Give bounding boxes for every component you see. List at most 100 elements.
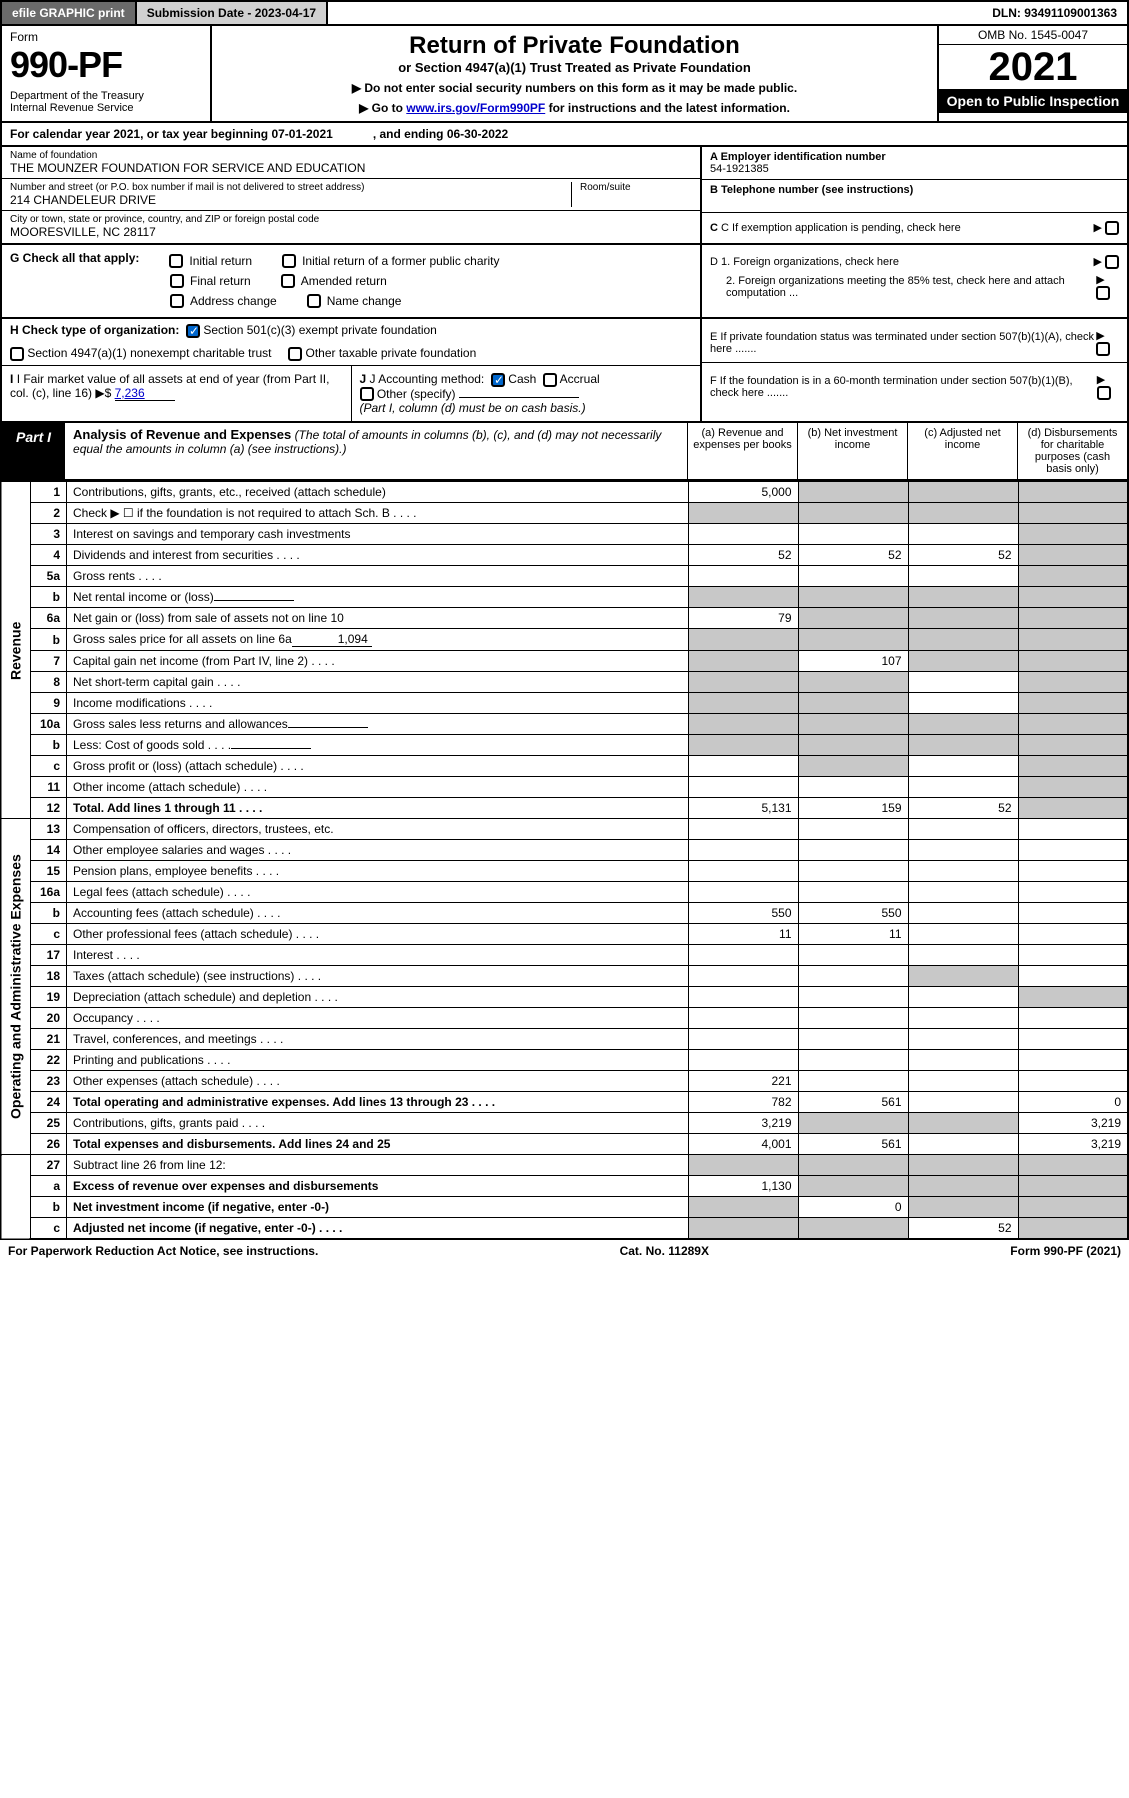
col-b-header: (b) Net investment income bbox=[797, 423, 907, 479]
col-d-value bbox=[1018, 924, 1128, 945]
line-desc: Pension plans, employee benefits bbox=[67, 861, 689, 882]
line-desc: Capital gain net income (from Part IV, l… bbox=[67, 651, 689, 672]
dept-treasury: Department of the Treasury Internal Reve… bbox=[10, 90, 202, 114]
h-4947-checkbox[interactable] bbox=[10, 347, 24, 361]
col-b-value bbox=[798, 945, 908, 966]
f-checkbox[interactable] bbox=[1097, 386, 1111, 400]
initial-return-checkbox[interactable] bbox=[169, 254, 183, 268]
d2-checkbox[interactable] bbox=[1096, 286, 1110, 300]
line-number: 1 bbox=[31, 482, 67, 503]
col-d-value bbox=[1018, 608, 1128, 629]
instructions-link-row: ▶ Go to www.irs.gov/Form990PF for instru… bbox=[218, 101, 931, 115]
part1-title: Analysis of Revenue and Expenses bbox=[73, 427, 291, 442]
table-row: 10aGross sales less returns and allowanc… bbox=[1, 714, 1128, 735]
line-number: 23 bbox=[31, 1071, 67, 1092]
line-number: 19 bbox=[31, 987, 67, 1008]
col-c-value bbox=[908, 1029, 1018, 1050]
col-a-value: 3,219 bbox=[688, 1113, 798, 1134]
j-note: (Part I, column (d) must be on cash basi… bbox=[360, 401, 586, 415]
line-desc: Excess of revenue over expenses and disb… bbox=[67, 1176, 689, 1197]
line-desc: Interest on savings and temporary cash i… bbox=[67, 524, 689, 545]
col-c-value bbox=[908, 693, 1018, 714]
part1-table: Revenue1Contributions, gifts, grants, et… bbox=[0, 481, 1129, 1240]
col-a-value: 5,131 bbox=[688, 798, 798, 819]
entity-left: Name of foundation THE MOUNZER FOUNDATIO… bbox=[2, 147, 702, 243]
col-a-value bbox=[688, 587, 798, 608]
instructions-link[interactable]: www.irs.gov/Form990PF bbox=[406, 101, 545, 115]
col-d-value bbox=[1018, 735, 1128, 756]
addr-label: Number and street (or P.O. box number if… bbox=[10, 182, 563, 193]
col-a-value bbox=[688, 651, 798, 672]
col-c-value bbox=[908, 608, 1018, 629]
g-section: G Check all that apply: Initial return I… bbox=[2, 245, 702, 317]
line-desc: Gross profit or (loss) (attach schedule) bbox=[67, 756, 689, 777]
address-change-checkbox[interactable] bbox=[170, 294, 184, 308]
exemption-pending-cell: C C If exemption application is pending,… bbox=[702, 217, 1127, 239]
col-c-value bbox=[908, 651, 1018, 672]
exemption-checkbox[interactable] bbox=[1105, 221, 1119, 235]
col-c-value bbox=[908, 777, 1018, 798]
col-a-value bbox=[688, 861, 798, 882]
tel-label: B Telephone number (see instructions) bbox=[710, 184, 1119, 196]
cash-label: Cash bbox=[508, 372, 536, 386]
other-method-checkbox[interactable] bbox=[360, 387, 374, 401]
d1-checkbox[interactable] bbox=[1105, 255, 1119, 269]
initial-former-checkbox[interactable] bbox=[282, 254, 296, 268]
fmv-value[interactable]: 7,236 bbox=[115, 386, 175, 401]
col-d-value bbox=[1018, 714, 1128, 735]
col-a-value bbox=[688, 1218, 798, 1240]
amended-return-checkbox[interactable] bbox=[281, 274, 295, 288]
col-d-value bbox=[1018, 629, 1128, 651]
line-number: 3 bbox=[31, 524, 67, 545]
table-row: bNet investment income (if negative, ent… bbox=[1, 1197, 1128, 1218]
col-c-value bbox=[908, 924, 1018, 945]
table-row: 25Contributions, gifts, grants paid3,219… bbox=[1, 1113, 1128, 1134]
col-b-value bbox=[798, 1176, 908, 1197]
col-a-value: 550 bbox=[688, 903, 798, 924]
final-return-checkbox[interactable] bbox=[170, 274, 184, 288]
e-checkbox[interactable] bbox=[1096, 342, 1110, 356]
ein-value: 54-1921385 bbox=[710, 163, 1119, 175]
line-desc: Net gain or (loss) from sale of assets n… bbox=[67, 608, 689, 629]
accrual-checkbox[interactable] bbox=[543, 373, 557, 387]
col-d-value bbox=[1018, 587, 1128, 608]
line-number: 9 bbox=[31, 693, 67, 714]
col-b-value bbox=[798, 1029, 908, 1050]
col-d-value: 3,219 bbox=[1018, 1113, 1128, 1134]
line-number: 11 bbox=[31, 777, 67, 798]
h-other-checkbox[interactable] bbox=[288, 347, 302, 361]
col-b-value: 107 bbox=[798, 651, 908, 672]
col-a-value bbox=[688, 945, 798, 966]
col-d-value bbox=[1018, 482, 1128, 503]
line-number: 18 bbox=[31, 966, 67, 987]
col-d-value bbox=[1018, 819, 1128, 840]
h-501c3-checkbox[interactable] bbox=[186, 324, 200, 338]
col-c-value bbox=[908, 1134, 1018, 1155]
col-d-value bbox=[1018, 798, 1128, 819]
col-c-value bbox=[908, 903, 1018, 924]
line-desc: Net rental income or (loss) bbox=[67, 587, 689, 608]
efile-print-button[interactable]: efile GRAPHIC print bbox=[2, 2, 137, 24]
h2-label: Section 4947(a)(1) nonexempt charitable … bbox=[27, 346, 271, 360]
d-section: D 1. Foreign organizations, check here▶ … bbox=[702, 245, 1127, 317]
table-row: 19Depreciation (attach schedule) and dep… bbox=[1, 987, 1128, 1008]
h-label: H Check type of organization: bbox=[10, 323, 179, 337]
col-b-value bbox=[798, 566, 908, 587]
note2-post: for instructions and the latest informat… bbox=[545, 101, 790, 115]
line-number: 24 bbox=[31, 1092, 67, 1113]
col-c-value bbox=[908, 1071, 1018, 1092]
col-c-value bbox=[908, 482, 1018, 503]
line-desc: Net investment income (if negative, ente… bbox=[67, 1197, 689, 1218]
h-row: H Check type of organization: Section 50… bbox=[2, 319, 700, 342]
col-b-value bbox=[798, 819, 908, 840]
initial-return-label: Initial return bbox=[189, 254, 252, 268]
col-a-value bbox=[688, 966, 798, 987]
name-change-checkbox[interactable] bbox=[307, 294, 321, 308]
entity-info: Name of foundation THE MOUNZER FOUNDATIO… bbox=[0, 147, 1129, 245]
part1-title-cell: Analysis of Revenue and Expenses (The to… bbox=[65, 423, 687, 479]
col-b-value: 159 bbox=[798, 798, 908, 819]
col-b-value bbox=[798, 735, 908, 756]
col-c-value bbox=[908, 1113, 1018, 1134]
i-cell: I I Fair market value of all assets at e… bbox=[2, 366, 352, 422]
cash-checkbox[interactable] bbox=[491, 373, 505, 387]
